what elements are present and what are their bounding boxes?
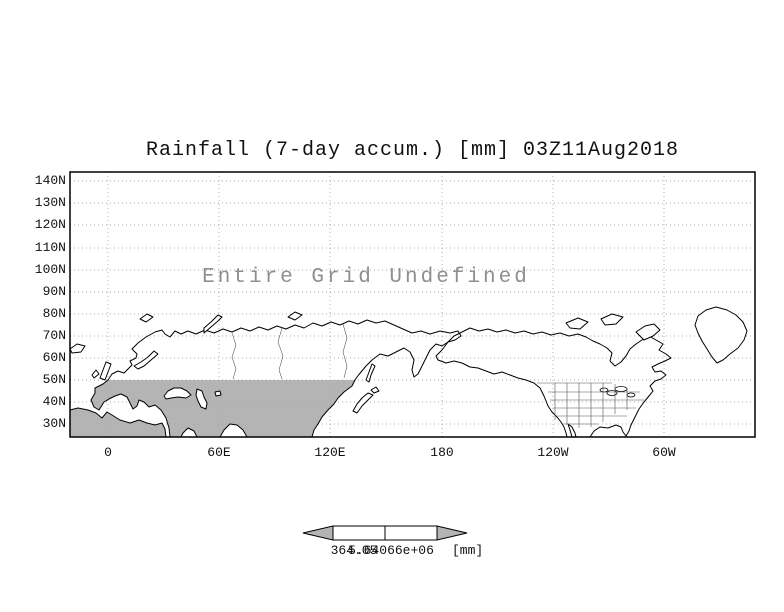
baltic-sea (133, 350, 159, 370)
eurasia-coastline (90, 319, 462, 401)
colorbar-label-low: 364.05 (330, 543, 378, 558)
lat-label-60n: 60N (42, 350, 66, 365)
persian-gulf-coast (180, 427, 198, 438)
lat-label-50n: 50N (42, 372, 66, 387)
colorbar-unit: [mm] (452, 543, 484, 558)
great-lake-2 (606, 390, 618, 396)
eurasia-shaded-belt (91, 380, 355, 437)
colorbar-segment-1 (332, 525, 386, 541)
shaded-land-regions (70, 380, 355, 437)
lat-label-140n: 140N (34, 173, 66, 188)
lat-label-80n: 80N (42, 306, 66, 321)
north-africa-shaded (70, 408, 166, 437)
colorbar-left-arrowhead (302, 525, 334, 541)
black-sea (163, 387, 192, 400)
lat-label-90n: 90N (42, 284, 66, 299)
great-lake-3 (614, 386, 628, 392)
lat-label-30n: 30N (42, 416, 66, 431)
colorbar-label-high: 5.64066e+06 (348, 543, 434, 558)
lat-label-40n: 40N (42, 394, 66, 409)
svalbard (139, 313, 154, 323)
lon-label-60w: 60W (652, 445, 676, 460)
north-america-coastline (435, 327, 672, 438)
japan (352, 392, 374, 414)
severnaya-zemlya (287, 311, 303, 321)
undefined-grid-message: Entire Grid Undefined (202, 266, 530, 289)
aral-sea (214, 390, 222, 397)
baffin-island (635, 323, 661, 341)
lon-label-0: 0 (104, 445, 112, 460)
china-coastline (311, 379, 356, 438)
sakhalin (365, 363, 376, 383)
hokkaido (370, 386, 380, 394)
us-state-borders (537, 382, 644, 428)
india-coastline (219, 423, 248, 438)
north-africa-coastline (69, 407, 167, 438)
great-lake-4 (626, 392, 636, 398)
novaya-zemlya (203, 314, 223, 334)
caspian-sea (195, 388, 208, 410)
ireland (91, 369, 100, 379)
lat-label-110n: 110N (34, 240, 66, 255)
great-britain (99, 361, 112, 381)
rivers (231, 323, 348, 380)
great-lake-1 (599, 387, 609, 393)
victoria-island (565, 317, 589, 330)
lon-label-180: 180 (430, 445, 454, 460)
plot-frame (69, 171, 756, 438)
plot-title: Rainfall (7-day accum.) [mm] 03Z11Aug201… (145, 139, 680, 162)
coastlines (69, 306, 748, 438)
iceland (69, 343, 86, 354)
colorbar-segment-2 (384, 525, 438, 541)
lat-label-120n: 120N (34, 217, 66, 232)
colorbar-arrow (302, 525, 468, 541)
ellesmere-island (600, 313, 624, 326)
lon-label-120w: 120W (537, 445, 569, 460)
lon-label-60e: 60E (207, 445, 231, 460)
mediterranean-north-coast (98, 393, 171, 438)
lat-label-100n: 100N (34, 262, 66, 277)
greenland-coastline (694, 306, 748, 364)
lon-label-120e: 120E (314, 445, 346, 460)
gibraltar-coast (90, 399, 100, 411)
lat-label-130n: 130N (34, 195, 66, 210)
colorbar-right-arrowhead (436, 525, 468, 541)
lat-label-70n: 70N (42, 328, 66, 343)
